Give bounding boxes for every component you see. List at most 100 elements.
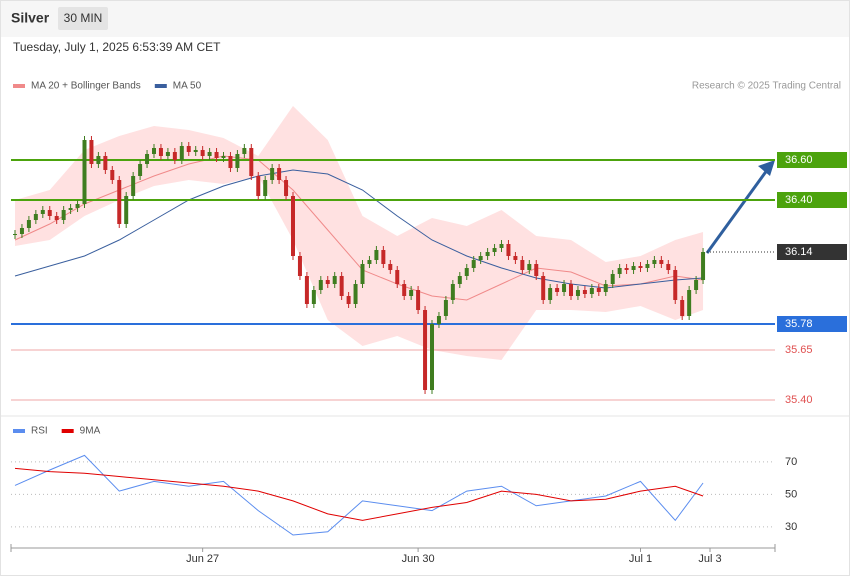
candle (694, 280, 699, 290)
candle (388, 264, 393, 270)
candle (638, 266, 643, 268)
level-label: 35.40 (785, 394, 813, 406)
candle (548, 288, 553, 300)
candle (457, 276, 462, 284)
candle (603, 284, 608, 292)
timestamp: Tuesday, July 1, 2025 6:53:39 AM CET (13, 40, 221, 54)
candle (318, 280, 323, 290)
level-tag (777, 152, 847, 168)
candle (395, 270, 400, 284)
candle (471, 260, 476, 268)
candle (339, 276, 344, 296)
legend-swatch (13, 429, 25, 433)
candle (617, 268, 622, 274)
candle (409, 290, 414, 296)
candle (485, 252, 490, 256)
candle (589, 288, 594, 294)
candle (297, 256, 302, 276)
candle (569, 284, 573, 296)
candle (701, 252, 706, 280)
rsi-line (14, 467, 704, 521)
credit: Research © 2025 Trading Central (692, 81, 841, 92)
candle (645, 264, 650, 268)
candle (534, 264, 539, 276)
y-tick-label: 50 (785, 488, 797, 500)
candle (138, 164, 143, 176)
candle (680, 300, 685, 316)
candle (117, 180, 122, 224)
rsi-line (14, 454, 704, 536)
candle (40, 210, 45, 214)
candle (506, 244, 511, 256)
bollinger-band (15, 106, 704, 360)
candle (221, 156, 226, 158)
candle (304, 276, 309, 304)
candle (624, 268, 629, 270)
candle (193, 150, 198, 152)
x-tick-label: Jul 3 (698, 553, 721, 565)
candle (96, 156, 101, 164)
candle (284, 180, 289, 196)
candle (242, 148, 247, 154)
candle (61, 210, 66, 220)
legend-swatch (154, 84, 167, 88)
candle (492, 248, 497, 252)
candle (367, 260, 372, 264)
candle (430, 324, 434, 390)
candle (179, 146, 184, 160)
candle (263, 180, 268, 196)
candle (235, 154, 240, 168)
candle (54, 216, 59, 220)
candle (562, 284, 567, 292)
candle (228, 156, 233, 168)
candle (520, 260, 525, 270)
candle (541, 276, 546, 300)
forecast-arrow (705, 165, 772, 254)
level-label: 36.14 (785, 246, 813, 258)
candle (596, 288, 601, 292)
candle (673, 270, 678, 300)
level-tag (777, 316, 847, 332)
candle (443, 300, 448, 316)
level-label: 36.40 (785, 194, 813, 206)
candle (659, 260, 664, 264)
legend-label: 9MA (80, 426, 101, 437)
level-label: 36.60 (785, 154, 813, 166)
candle (416, 290, 421, 310)
candle (89, 140, 94, 164)
candle (464, 268, 469, 276)
candle (402, 284, 407, 296)
candle (47, 210, 52, 216)
candle (103, 156, 108, 170)
candle (33, 214, 38, 220)
candle (82, 140, 87, 204)
candle (311, 290, 316, 304)
candle (19, 228, 24, 234)
candle (277, 168, 282, 180)
candle (158, 148, 163, 156)
candle (527, 264, 532, 270)
level-label: 35.65 (785, 344, 813, 356)
candle (381, 250, 386, 264)
candle (270, 168, 275, 180)
interval-badge[interactable] (58, 7, 108, 30)
candle (582, 290, 587, 294)
candle (450, 284, 455, 300)
candle (325, 280, 330, 284)
candle (124, 196, 129, 224)
level-label: 35.78 (785, 318, 813, 330)
forecast-arrowhead (758, 160, 775, 176)
indicator-line (14, 169, 704, 289)
x-tick-label: Jun 27 (186, 553, 219, 565)
candle (145, 154, 150, 164)
candle (374, 250, 379, 260)
level-tag (777, 192, 847, 208)
instrument-title: Silver (11, 10, 50, 26)
legend-label: RSI (31, 426, 48, 437)
candle (152, 148, 156, 154)
candle (423, 310, 428, 390)
candle (291, 196, 295, 256)
candle (687, 290, 692, 316)
candle (610, 274, 615, 284)
candle (110, 170, 115, 180)
